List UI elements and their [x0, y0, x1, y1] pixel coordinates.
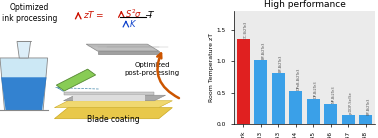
Text: NP-Bi2Te3: NP-Bi2Te3	[332, 86, 336, 104]
Bar	[290, 91, 302, 124]
Text: BP-Bi2Te3: BP-Bi2Te3	[279, 55, 283, 72]
Polygon shape	[56, 69, 96, 91]
Bar	[307, 99, 319, 124]
Bar	[254, 60, 267, 124]
Bar	[342, 115, 355, 124]
Text: DP-Bi2Te3: DP-Bi2Te3	[314, 81, 318, 98]
Polygon shape	[73, 95, 145, 101]
Polygon shape	[54, 108, 172, 119]
Polygon shape	[54, 101, 172, 108]
Text: $S^2\sigma$: $S^2\sigma$	[125, 8, 143, 20]
Bar	[237, 39, 249, 124]
Text: BP-Bi2Te3: BP-Bi2Te3	[262, 42, 266, 59]
Text: $-$: $-$	[144, 9, 153, 18]
Polygon shape	[64, 95, 166, 101]
Text: GC-Bi2Te3: GC-Bi2Te3	[244, 20, 248, 39]
Text: BP-Bi2Te3: BP-Bi2Te3	[367, 97, 370, 115]
Bar	[324, 104, 337, 124]
Polygon shape	[64, 92, 154, 95]
Text: p,DDP-Se/Se: p,DDP-Se/Se	[349, 91, 353, 114]
Y-axis label: Room Temperature zT: Room Temperature zT	[209, 33, 214, 102]
Bar	[272, 73, 285, 124]
Bar	[359, 115, 372, 124]
Polygon shape	[1, 77, 46, 110]
Polygon shape	[98, 51, 159, 54]
Polygon shape	[17, 41, 31, 58]
Text: DPnB-Bi2Te3: DPnB-Bi2Te3	[297, 68, 301, 90]
Text: $K$: $K$	[129, 18, 137, 29]
Text: $T$: $T$	[147, 9, 155, 20]
Text: Optimized
ink processing: Optimized ink processing	[2, 3, 57, 23]
Text: Blade coating: Blade coating	[87, 115, 140, 124]
Text: $zT=$: $zT=$	[83, 9, 103, 20]
FancyArrowPatch shape	[157, 53, 179, 98]
Title: High performance: High performance	[263, 0, 345, 9]
Polygon shape	[0, 58, 48, 110]
Polygon shape	[86, 44, 159, 51]
Text: Optimized
post-processing: Optimized post-processing	[124, 62, 180, 76]
